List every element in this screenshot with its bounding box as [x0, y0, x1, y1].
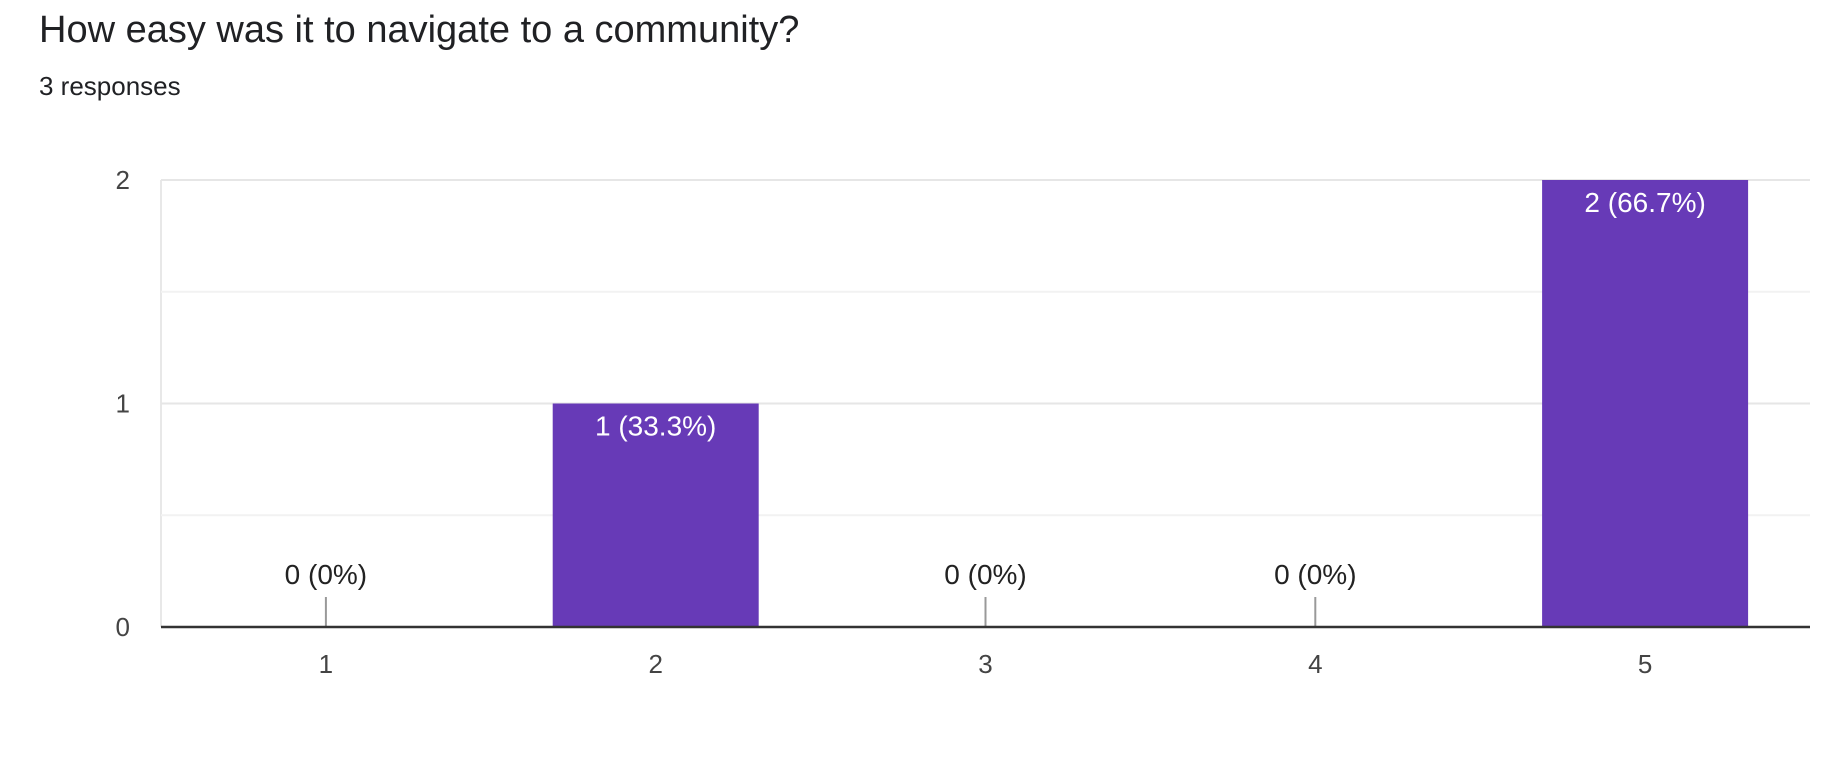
bars — [552, 180, 1749, 628]
y-axis-ticks: 0 1 2 — [116, 165, 130, 642]
x-tick-label-5: 5 — [1638, 649, 1652, 679]
chart-header: How easy was it to navigate to a communi… — [39, 6, 799, 104]
response-count: 3 responses — [39, 71, 181, 101]
zero-value-markers — [324, 597, 1317, 627]
y-tick-label: 2 — [116, 165, 130, 195]
bar-2[interactable] — [552, 403, 759, 628]
x-tick-label-3: 3 — [978, 649, 992, 679]
data-label-5: 2 (66.7%) — [1584, 187, 1705, 218]
question-title: How easy was it to navigate to a communi… — [39, 9, 800, 51]
gridlines — [160, 179, 1810, 627]
x-tick-label-4: 4 — [1308, 649, 1322, 679]
data-label-1: 0 (0%) — [285, 559, 367, 590]
y-tick-label: 1 — [116, 389, 130, 419]
data-labels: 0 (0%) 1 (33.3%) 0 (0%) 0 (0%) 2 (66.7%) — [285, 187, 1706, 590]
data-label-2: 1 (33.3%) — [595, 411, 716, 442]
x-tick-label-1: 1 — [319, 649, 333, 679]
y-tick-label: 0 — [116, 612, 130, 642]
data-label-4: 0 (0%) — [1274, 559, 1356, 590]
bar-5[interactable] — [1542, 180, 1749, 627]
data-label-3: 0 (0%) — [944, 559, 1026, 590]
x-tick-label-2: 2 — [648, 649, 662, 679]
x-axis-ticks: 1 2 3 4 5 — [319, 649, 1653, 679]
